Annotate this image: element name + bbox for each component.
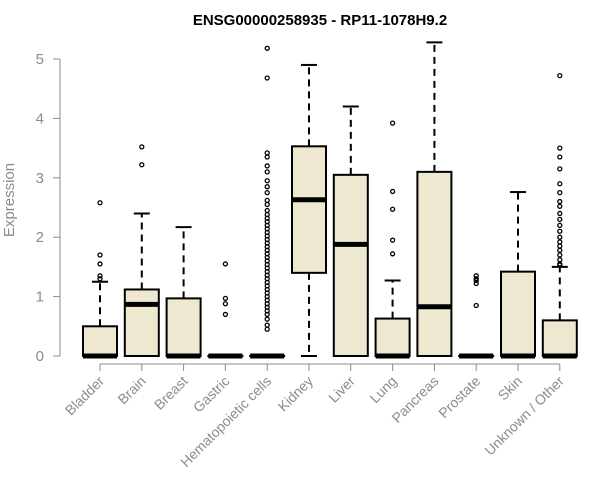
outlier-point — [473, 280, 479, 287]
box-breast — [165, 226, 202, 359]
outlier-point — [557, 189, 563, 196]
outlier-point — [389, 251, 396, 257]
outlier-point — [557, 210, 563, 217]
box-iqr — [291, 145, 327, 274]
box-prostate — [458, 273, 495, 359]
box-iqr — [374, 317, 411, 358]
box-skin — [500, 191, 536, 359]
outlier-point — [222, 311, 229, 318]
outlier-point — [264, 169, 270, 175]
x-tick-label: Skin — [495, 373, 526, 404]
outlier-point — [557, 252, 563, 258]
outlier-point — [473, 302, 479, 309]
x-tick-label: Kidney — [275, 373, 317, 415]
outlier-point — [557, 262, 563, 268]
box-bladder — [82, 200, 118, 359]
outlier-point — [264, 316, 270, 322]
outlier-point — [557, 181, 563, 187]
outlier-point — [557, 222, 563, 228]
box-gastric — [207, 261, 244, 359]
box-iqr — [500, 270, 536, 358]
box-unknown-other — [541, 72, 578, 359]
outlier-point — [264, 207, 270, 214]
outlier-point — [97, 273, 103, 279]
box-iqr — [416, 170, 453, 357]
outlier-point — [557, 145, 563, 151]
x-tick-label: Unknown / Other — [481, 373, 567, 459]
box-iqr — [332, 173, 369, 357]
x-tick-label: Liver — [325, 373, 358, 406]
outlier-point — [473, 276, 479, 282]
outlier-point — [557, 216, 563, 223]
outlier-point — [264, 201, 270, 208]
outlier-point — [389, 237, 396, 243]
outlier-point — [557, 239, 563, 245]
outlier-point — [557, 72, 563, 79]
outlier-point — [264, 311, 270, 318]
outlier-point — [139, 162, 145, 168]
x-tick-label: Lung — [366, 373, 399, 406]
outlier-point — [389, 188, 396, 195]
outlier-point — [264, 184, 270, 190]
outlier-point — [557, 228, 563, 234]
y-tick-label: 1 — [36, 289, 44, 306]
x-tick-label: Breast — [151, 373, 191, 413]
y-tick-label: 5 — [36, 51, 44, 68]
box-kidney — [291, 63, 327, 357]
box-pancreas — [416, 41, 453, 357]
outlier-point — [264, 189, 270, 196]
box-iqr — [123, 288, 160, 357]
box-iqr — [82, 325, 118, 357]
outlier-point — [264, 45, 270, 51]
outlier-point — [222, 261, 229, 267]
outlier-point — [557, 243, 563, 249]
outlier-point — [222, 295, 229, 302]
chart-title: ENSG00000258935 - RP11-1078H9.2 — [193, 12, 447, 29]
box-hematopoietic-cells — [249, 45, 286, 359]
outlier-point — [97, 276, 103, 282]
outlier-point — [557, 247, 563, 253]
outlier-point — [473, 273, 479, 279]
outlier-point — [557, 257, 563, 263]
outlier-point — [389, 206, 396, 212]
box-brain — [123, 144, 160, 357]
outlier-point — [264, 163, 270, 169]
outlier-point — [264, 197, 270, 204]
box-liver — [332, 105, 369, 357]
y-tick-label: 4 — [36, 110, 44, 127]
y-axis-label: Expression — [1, 163, 18, 237]
outlier-point — [557, 198, 563, 205]
outlier-point — [97, 252, 103, 258]
x-tick-label: Bladder — [62, 373, 108, 419]
outlier-point — [557, 234, 563, 240]
x-tick-label: Prostate — [435, 373, 483, 421]
y-tick-label: 2 — [36, 229, 44, 246]
box-lung — [374, 120, 411, 359]
outlier-point — [557, 203, 563, 209]
outlier-point — [264, 150, 270, 156]
outlier-point — [264, 75, 270, 81]
box-iqr — [541, 319, 578, 357]
x-tick-label: Brain — [114, 373, 148, 407]
outlier-point — [264, 322, 270, 328]
outlier-point — [557, 166, 563, 172]
box-iqr — [165, 297, 202, 357]
outlier-point — [97, 261, 103, 267]
outlier-point — [264, 154, 270, 160]
outlier-point — [264, 326, 270, 332]
outlier-point — [139, 144, 145, 150]
outlier-point — [222, 301, 229, 307]
y-axis: 0 1 2 3 4 5 — [36, 51, 61, 365]
outlier-point — [264, 178, 270, 184]
y-tick-label: 0 — [36, 348, 44, 365]
boxes — [82, 41, 578, 359]
outlier-point — [473, 277, 479, 284]
outlier-point — [389, 120, 396, 126]
outlier-point — [97, 200, 103, 206]
outlier-point — [557, 154, 563, 160]
y-tick-label: 3 — [36, 170, 44, 187]
